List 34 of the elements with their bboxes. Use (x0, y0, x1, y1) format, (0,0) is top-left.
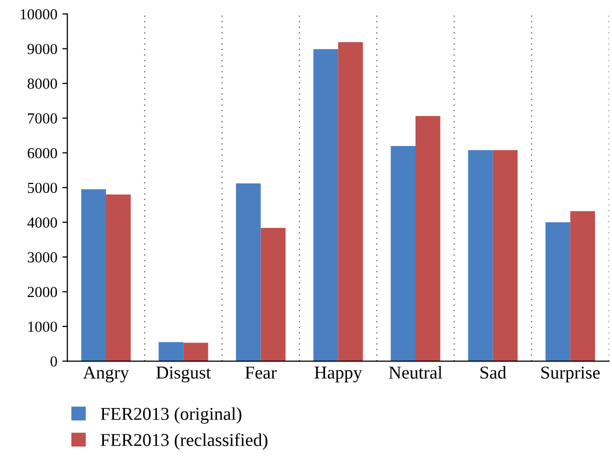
x-tick-label: Happy (314, 366, 362, 382)
bar (106, 194, 131, 362)
y-tick-label: 10000 (20, 9, 58, 20)
bar (468, 150, 493, 362)
y-tick-label: 2000 (28, 286, 58, 298)
x-tick-label: Surprise (541, 366, 600, 382)
bar (570, 211, 596, 362)
y-tick-label: 1000 (28, 322, 58, 332)
y-tick-label: 9000 (28, 44, 58, 54)
y-tick-label: 4000 (27, 217, 58, 228)
y-tick-label: 0 (50, 356, 58, 367)
bar (416, 116, 440, 362)
x-tick-label: Neutral (388, 366, 442, 379)
y-tick-label: 5000 (28, 182, 58, 194)
x-tick-label: Disgust (156, 366, 211, 382)
x-tick-label: Fear (245, 366, 277, 379)
bar (390, 146, 416, 362)
y-tick-label: 8000 (28, 78, 58, 89)
y-tick-label: 3000 (28, 252, 58, 262)
x-tick-label: Sad (480, 366, 506, 379)
y-tick-label: 6000 (28, 148, 58, 158)
bar (81, 189, 106, 362)
bar (236, 183, 261, 362)
bar (313, 49, 338, 362)
bar (492, 150, 518, 362)
bar (260, 228, 286, 362)
bar (338, 42, 363, 362)
bar (158, 342, 184, 362)
bar (183, 342, 208, 362)
legend-label: FER2013 (reclassified) (100, 433, 268, 450)
y-tick-label: 7000 (28, 113, 58, 124)
legend-label: FER2013 (original) (100, 407, 242, 424)
x-tick-label: Angry (83, 366, 130, 382)
bar (545, 222, 570, 362)
